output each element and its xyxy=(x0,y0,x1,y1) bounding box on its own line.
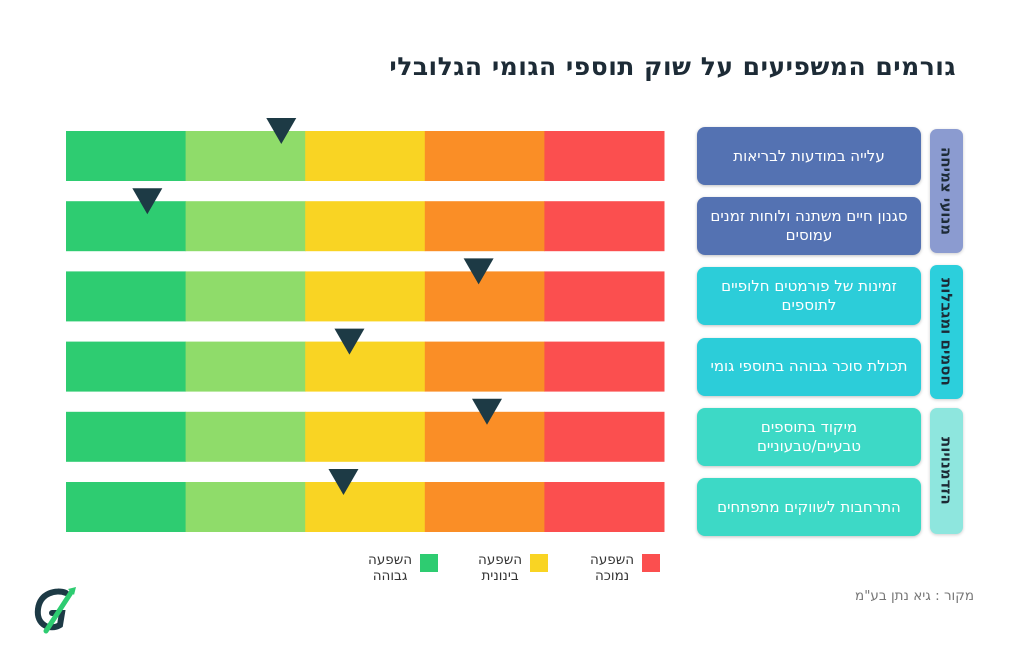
factor-label-5: מיקוד בתוספים טבעיים/טבעוניים xyxy=(697,407,921,466)
bar-segment-4-2 xyxy=(185,341,306,392)
bar-segment-6-2 xyxy=(185,482,306,532)
bar-segment-6-4 xyxy=(424,482,545,532)
legend-swatch-low xyxy=(642,554,661,572)
bar-segment-4-3 xyxy=(305,341,426,392)
category-label-2: חסמים ומגבלות xyxy=(930,265,963,399)
bar-segment-3-2 xyxy=(185,271,306,322)
gn-logo-icon xyxy=(34,587,76,634)
category-label-3: הזדמנויות xyxy=(930,408,963,534)
bar-segment-3-5 xyxy=(544,271,665,322)
bar-segment-5-5 xyxy=(544,411,665,462)
bar-segment-1-5 xyxy=(544,131,665,181)
bar-segment-1-2 xyxy=(185,131,306,181)
factor-label-4: תכולת סוכר גבוהה בתוספי גומי xyxy=(697,337,921,396)
bar-segment-2-1 xyxy=(66,201,187,252)
bar-segment-3-1 xyxy=(66,271,187,322)
bar-segment-2-5 xyxy=(544,201,665,252)
bar-segment-3-3 xyxy=(305,271,426,322)
legend-swatch-medium xyxy=(530,554,549,572)
source-note: מקור : גיא נתן בע"מ xyxy=(855,588,974,604)
bar-segment-5-2 xyxy=(185,411,306,462)
bar-segment-2-4 xyxy=(424,201,545,252)
chart-title: גורמים המשפיעים על שוק תוספי הגומי הגלוב… xyxy=(389,52,956,81)
bar-segment-1-1 xyxy=(66,131,187,181)
factor-label-1: עלייה במודעות לבריאות xyxy=(697,127,921,185)
legend-label-high: השפעה גבוהה xyxy=(368,552,413,584)
bar-segment-1-4 xyxy=(424,131,545,181)
bar-segment-6-3 xyxy=(305,482,426,532)
legend-item-high: השפעה גבוהה xyxy=(368,552,439,584)
factor-label-3: זמינות של פורמטים חלופיים לתוספים xyxy=(697,267,921,326)
bar-segment-2-3 xyxy=(305,201,426,252)
bar-segment-2-2 xyxy=(185,201,306,252)
legend-label-medium: השפעה בינונית xyxy=(478,552,523,584)
bar-segment-5-1 xyxy=(66,411,187,462)
bar-segment-5-3 xyxy=(305,411,426,462)
impact-marker-4 xyxy=(334,328,365,355)
impact-marker-5 xyxy=(471,398,502,425)
impact-marker-6 xyxy=(328,469,359,495)
impact-marker-1 xyxy=(266,118,297,144)
factor-label-2: סגנון חיים משתנה ולוחות זמנים עמוסים xyxy=(697,197,921,256)
impact-marker-2 xyxy=(132,188,163,215)
bar-segment-6-5 xyxy=(544,482,665,532)
legend-item-medium: השפעה בינונית xyxy=(478,552,549,584)
bar-segment-4-4 xyxy=(424,341,545,392)
legend-label-low: השפעה נמוכה xyxy=(590,552,635,584)
bar-segment-6-1 xyxy=(66,482,187,532)
impact-marker-3 xyxy=(463,258,494,285)
category-label-1: מנועי צמיחה xyxy=(930,129,963,253)
legend-swatch-high xyxy=(420,554,439,572)
bar-segment-4-5 xyxy=(544,341,665,392)
bar-segment-3-4 xyxy=(424,271,545,322)
factor-label-6: התרחבות לשווקים מתפתחים xyxy=(697,478,921,536)
legend-item-low: השפעה נמוכה xyxy=(590,552,661,584)
bar-segment-1-3 xyxy=(305,131,426,181)
bar-segment-4-1 xyxy=(66,341,187,392)
